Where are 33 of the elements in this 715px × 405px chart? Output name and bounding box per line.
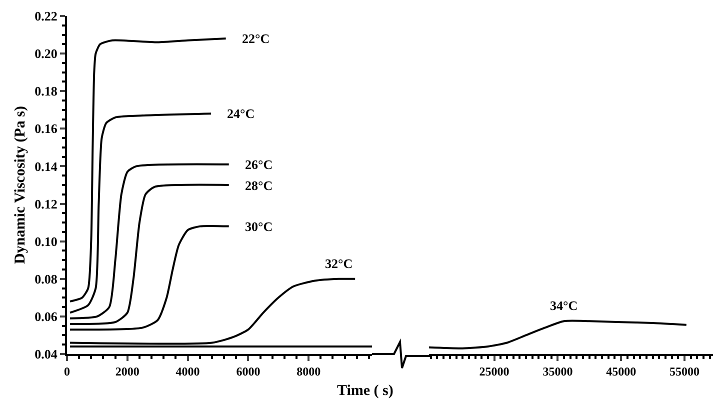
x-axis-title: Time ( s) [337, 383, 394, 399]
y-tick-label: 0.16 [34, 121, 58, 136]
x-tick-label: 4000 [176, 364, 200, 378]
series-label: 32°C [325, 256, 353, 271]
y-tick-label: 0.22 [34, 8, 58, 24]
series-label: 30°C [245, 219, 273, 234]
x-tick-label: 2000 [115, 364, 140, 378]
x-tick-label: 25000 [479, 364, 510, 378]
series-label: 26°C [245, 157, 273, 172]
line-series [69, 38, 227, 302]
line-series [69, 184, 230, 325]
line-series [69, 163, 230, 320]
x-tick-label: 55000 [669, 364, 700, 378]
series-label: 34°C [550, 298, 578, 313]
y-tick-label: 0.08 [34, 271, 58, 286]
x-tick-label: 6000 [236, 364, 260, 378]
y-tick-label: 0.18 [34, 84, 58, 99]
y-tick-label: 0.06 [34, 308, 58, 324]
y-tick-label: 0.12 [34, 196, 58, 212]
series-label: 22°C [242, 31, 270, 46]
x-tick-label: 0 [64, 364, 70, 378]
y-tick-label: 0.10 [34, 234, 58, 249]
series-label: 24°C [227, 106, 255, 121]
y-tick-label: 0.14 [34, 158, 58, 174]
y-tick-label: 0.20 [34, 46, 58, 62]
series-label: 28°C [245, 178, 273, 193]
x-tick-label: 45000 [606, 364, 636, 378]
x-tick-label: 8000 [296, 364, 321, 378]
line-series [69, 224, 230, 331]
line-series [69, 112, 212, 314]
y-axis-title: Dynamic Viscosity (Pa s) [12, 106, 28, 264]
x-tick-label: 35000 [542, 364, 573, 378]
y-tick-label: 0.04 [34, 346, 58, 362]
